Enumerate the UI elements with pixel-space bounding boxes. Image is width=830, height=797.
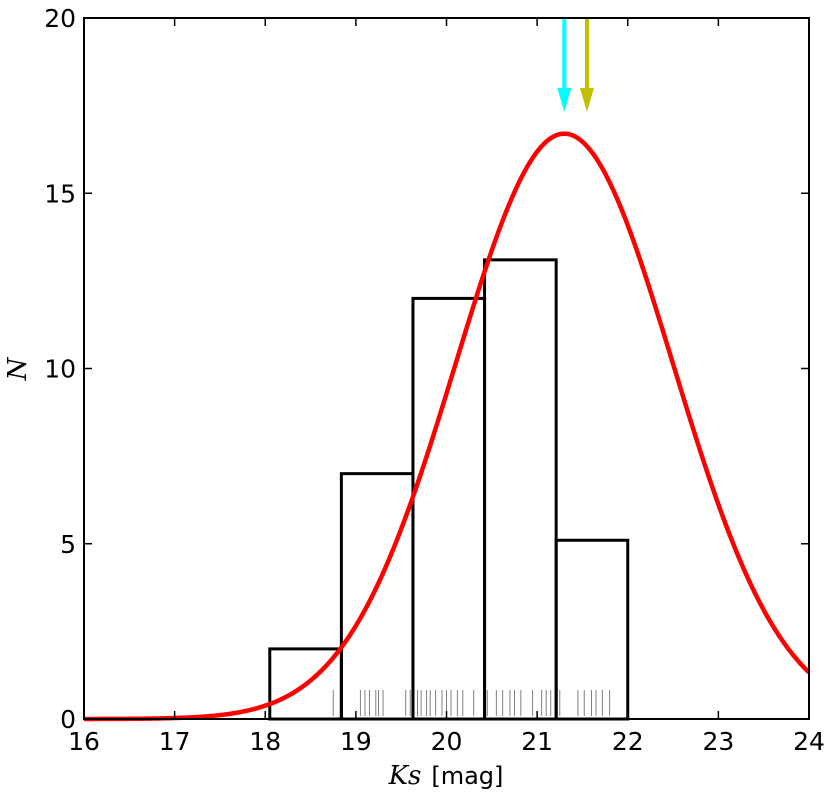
x-axis-symbol: Ks [388,761,422,791]
x-tick-label-1: 17 [159,727,191,756]
marker-arrows [557,18,594,112]
x-tick-label-6: 22 [612,727,644,756]
y-tick-label-3: 15 [44,179,76,208]
x-tick-label-7: 23 [702,727,734,756]
x-tick-label-0: 16 [68,727,100,756]
x-tick-label-4: 20 [431,727,463,756]
histogram-bars [268,258,630,721]
histogram-bar-3 [483,258,558,721]
axis-ticks: 16 17 18 19 20 21 22 23 24 0 5 10 15 20 [44,4,825,756]
x-tick-label-2: 18 [249,727,281,756]
histogram-bar-2 [411,296,487,721]
x-tick-label-3: 19 [340,727,372,756]
y-axis-label: N [3,356,33,381]
y-tick-label-4: 20 [44,4,76,33]
axes [83,17,810,720]
gaussian-fit-curve-layer [83,131,811,722]
histogram-bar-1 [339,472,415,721]
plot-frame [83,17,810,720]
y-tick-label-1: 5 [60,530,76,559]
arrow-head-1 [579,88,594,112]
x-axis-label: Ks [mag] [388,761,504,791]
rug-layer [332,690,629,716]
x-tick-label-8: 24 [793,727,825,756]
arrow-head-0 [557,88,572,112]
x-tick-label-5: 21 [521,727,553,756]
gaussian-fit-curve [83,131,811,722]
x-axis-unit: [mag] [431,762,503,790]
y-tick-label-0: 0 [60,705,76,734]
y-tick-label-2: 10 [44,355,76,384]
